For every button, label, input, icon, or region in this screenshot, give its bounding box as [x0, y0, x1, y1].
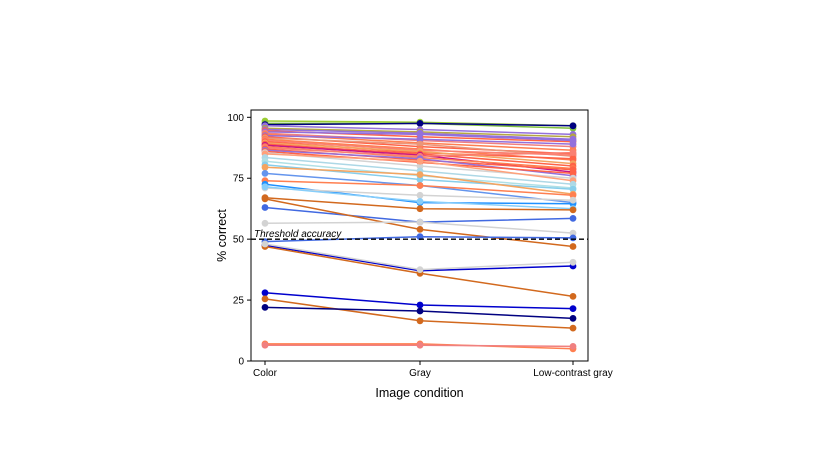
- data-point: [569, 229, 577, 237]
- data-point: [416, 135, 424, 143]
- series-36: [261, 194, 577, 214]
- data-point: [416, 233, 424, 241]
- x-tick-label: Color: [253, 368, 278, 379]
- data-point: [416, 191, 424, 199]
- data-point: [416, 301, 424, 309]
- data-point: [261, 341, 269, 349]
- series-lines: [261, 117, 577, 353]
- data-point: [569, 293, 577, 300]
- x-axis-ticks: Color Gray Low-contrast gray: [253, 361, 613, 379]
- series-43: [261, 240, 577, 273]
- y-tick-label: 25: [233, 296, 245, 307]
- threshold-group: Threshold accuracy: [251, 229, 588, 240]
- series-line: [264, 243, 574, 271]
- data-point: [569, 155, 577, 163]
- series-45: [261, 295, 577, 332]
- data-point: [261, 240, 269, 248]
- data-point: [416, 266, 424, 273]
- data-point: [569, 206, 577, 214]
- series-30: [261, 163, 577, 198]
- data-point: [569, 305, 577, 312]
- data-point: [416, 171, 424, 179]
- series-32: [261, 177, 577, 199]
- data-point: [416, 140, 424, 148]
- data-point: [261, 204, 269, 211]
- data-point: [416, 157, 424, 165]
- data-point: [569, 234, 577, 242]
- data-point: [569, 196, 577, 204]
- data-point: [261, 304, 269, 311]
- data-point: [416, 317, 424, 325]
- data-point: [261, 183, 269, 191]
- data-point: [416, 307, 424, 315]
- data-point: [569, 191, 577, 199]
- series-38: [261, 195, 577, 250]
- data-point: [416, 176, 424, 183]
- data-point: [416, 131, 424, 138]
- threshold-label: Threshold accuracy: [254, 229, 342, 240]
- y-tick-label: 0: [238, 357, 244, 368]
- data-point: [569, 324, 577, 332]
- data-point: [416, 341, 424, 349]
- data-point: [569, 185, 577, 193]
- data-point: [569, 170, 577, 177]
- data-point: [261, 295, 269, 303]
- y-tick-label: 50: [233, 235, 245, 246]
- data-point: [261, 163, 269, 171]
- data-point: [416, 226, 424, 233]
- data-point: [569, 215, 577, 222]
- data-point: [261, 170, 269, 177]
- y-axis-label: % correct: [215, 209, 229, 262]
- data-point: [569, 140, 577, 148]
- series-48: [261, 341, 577, 350]
- y-tick-label: 100: [227, 113, 244, 124]
- series-44: [261, 289, 577, 312]
- y-axis-ticks: 0 25 50 75 100: [227, 113, 251, 368]
- data-point: [416, 205, 424, 213]
- data-point: [416, 182, 424, 189]
- data-point: [416, 120, 424, 127]
- data-point: [569, 243, 577, 250]
- x-tick-label: Low-contrast gray: [533, 368, 612, 379]
- data-point: [261, 289, 269, 297]
- series-46: [261, 304, 577, 322]
- y-tick-label: 75: [233, 174, 245, 185]
- x-tick-label: Gray: [409, 368, 431, 379]
- data-point: [569, 122, 577, 130]
- data-point: [569, 315, 577, 322]
- data-point: [569, 343, 577, 350]
- series-35: [261, 183, 577, 213]
- x-axis-label: Image condition: [375, 386, 463, 400]
- data-point: [416, 218, 424, 226]
- data-point: [569, 149, 577, 157]
- data-point: [416, 198, 424, 205]
- data-point: [416, 162, 424, 170]
- data-point: [261, 219, 269, 227]
- data-point: [569, 258, 577, 266]
- data-point: [261, 195, 269, 203]
- series-39: [261, 218, 577, 237]
